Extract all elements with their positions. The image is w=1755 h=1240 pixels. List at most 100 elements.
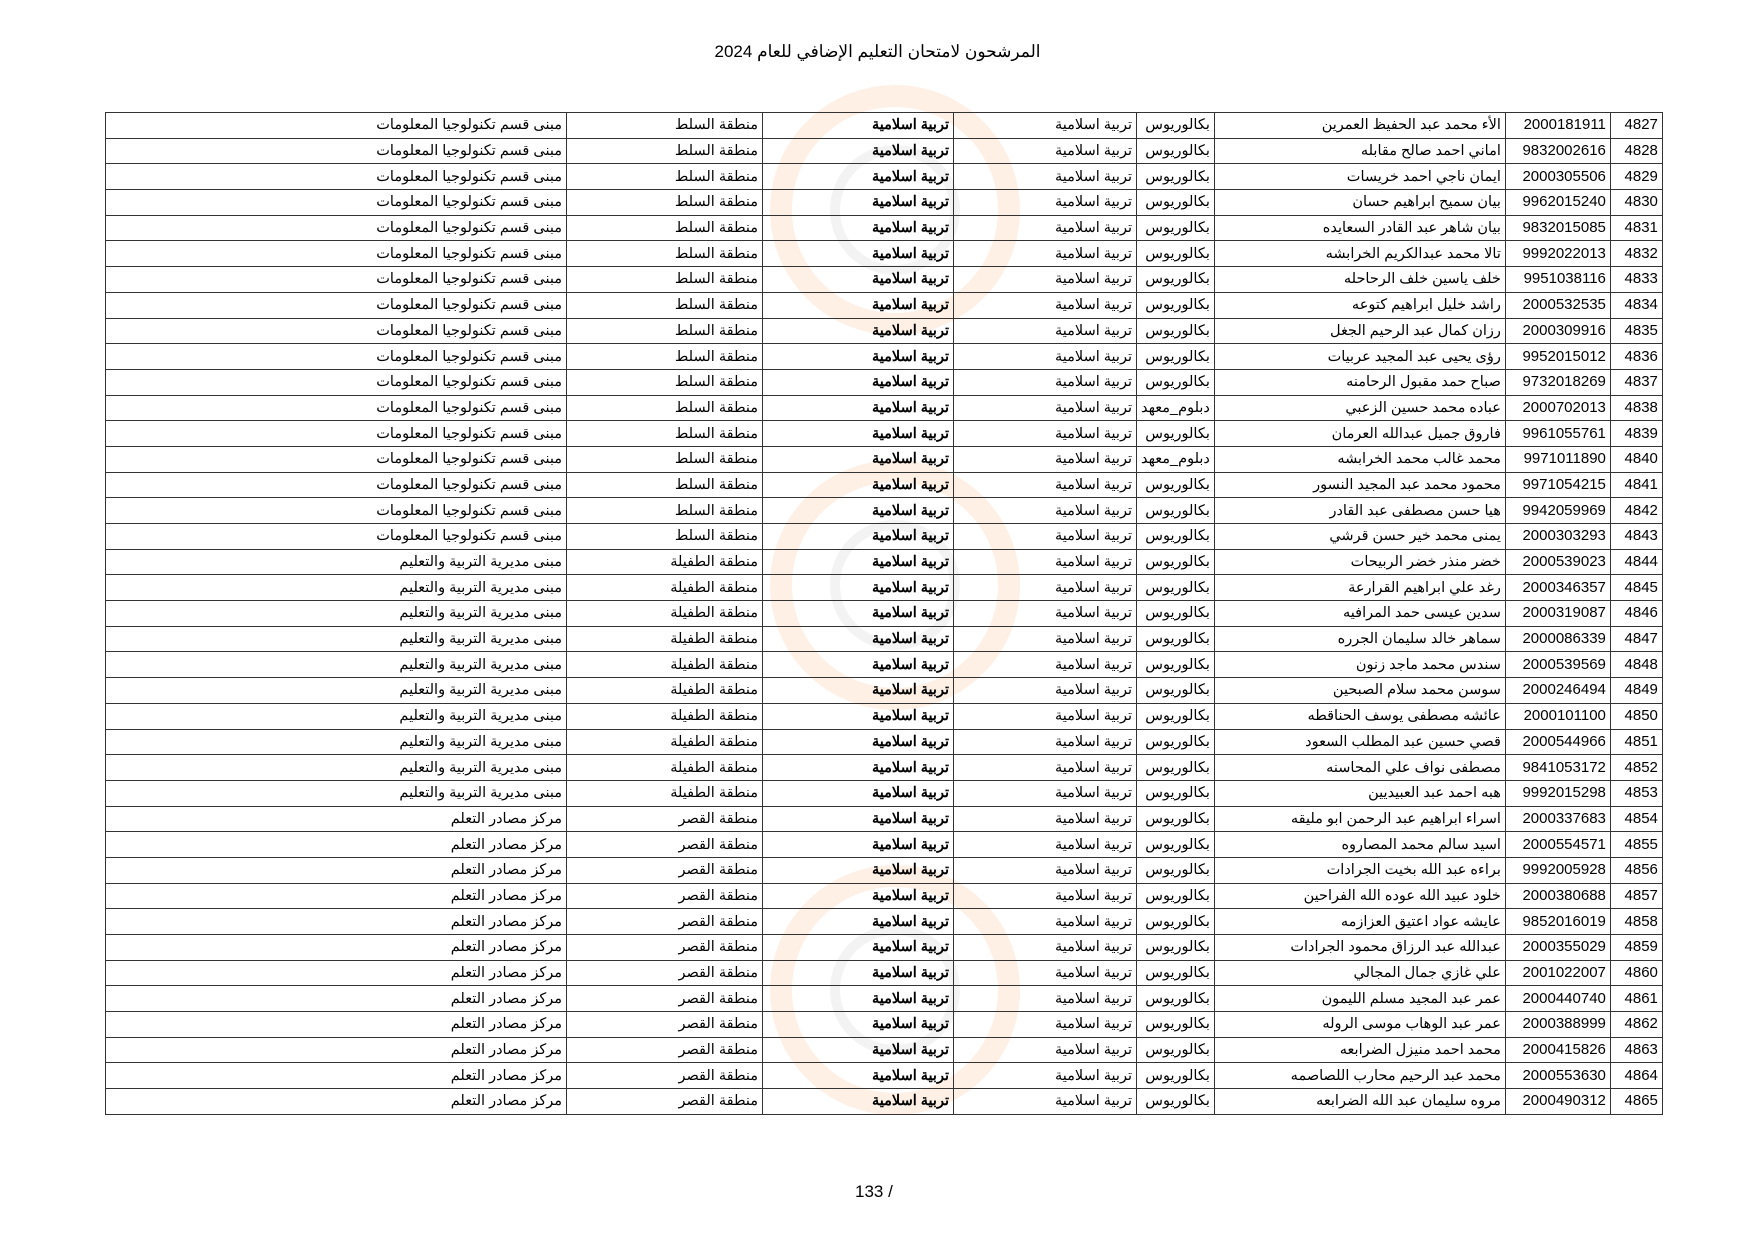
- specialization-cell: تربية اسلامية: [953, 677, 1137, 704]
- table-row: 4851 2000544966 قصي حسين عبد المطلب السعود…: [105, 728, 1663, 756]
- name-cell: براءه عبد الله بخيت الجرادات: [1213, 856, 1506, 884]
- exam-center-cell: مركز مصادر التعلم: [105, 805, 567, 833]
- national-id-cell: 9961055761: [1504, 420, 1611, 447]
- region-cell: منطقة القصر: [566, 882, 763, 910]
- sequence-cell: 4845: [1609, 574, 1663, 602]
- specialization-cell: تربية اسلامية: [953, 471, 1137, 499]
- exam-center-cell: مبنى قسم تكنولوجيا المعلومات: [105, 266, 567, 293]
- specialization-cell: تربية اسلامية: [953, 779, 1137, 807]
- degree-cell: بكالوريوس: [1136, 266, 1215, 293]
- table-row: 4849 2000246494 سوسن محمد سلام الصبحين بكال…: [105, 677, 1663, 704]
- table-row: 4842 9942059969 هيا حسن مصطفى عبد القادر بك…: [105, 497, 1663, 524]
- table-row: 4844 2000539023 خضر منذر خضر الربيحات بكالو…: [105, 548, 1663, 576]
- exam-subject-cell: تربية اسلامية: [762, 985, 954, 1013]
- sequence-cell: 4829: [1609, 163, 1663, 191]
- national-id-cell: 2000440740: [1504, 985, 1611, 1013]
- degree-cell: بكالوريوس: [1136, 1088, 1215, 1115]
- name-cell: اماني احمد صالح مقابله: [1213, 137, 1506, 165]
- table-row: 4854 2000337683 اسراء ابراهيم عبد الرحمن ا…: [105, 805, 1663, 833]
- specialization-cell: تربية اسلامية: [953, 1011, 1137, 1038]
- specialization-cell: تربية اسلامية: [953, 882, 1137, 910]
- exam-center-cell: مبنى قسم تكنولوجيا المعلومات: [105, 317, 567, 345]
- specialization-cell: تربية اسلامية: [953, 651, 1137, 679]
- specialization-cell: تربية اسلامية: [953, 163, 1137, 191]
- name-cell: سماهر خالد سليمان الجرره: [1213, 625, 1506, 653]
- exam-center-cell: مبنى قسم تكنولوجيا المعلومات: [105, 471, 567, 499]
- degree-cell: بكالوريوس: [1136, 343, 1215, 370]
- sequence-cell: 4864: [1609, 1062, 1663, 1090]
- table-row: 4862 2000388999 عمر عبد الوهاب موسى الروله…: [105, 1011, 1663, 1038]
- degree-cell: بكالوريوس: [1136, 677, 1215, 704]
- national-id-cell: 2000553630: [1504, 1062, 1611, 1090]
- sequence-cell: 4853: [1609, 779, 1663, 807]
- exam-center-cell: مركز مصادر التعلم: [105, 856, 567, 884]
- sequence-cell: 4863: [1609, 1036, 1663, 1064]
- table-row: 4839 9961055761 فاروق جميل عبدالله العرمان…: [105, 420, 1663, 447]
- sequence-cell: 4865: [1609, 1088, 1663, 1115]
- exam-center-cell: مبنى قسم تكنولوجيا المعلومات: [105, 214, 567, 242]
- national-id-cell: 2000532535: [1504, 291, 1611, 319]
- national-id-cell: 2000388999: [1504, 1011, 1611, 1038]
- exam-subject-cell: تربية اسلامية: [762, 214, 954, 242]
- region-cell: منطقة الطفيلة: [566, 728, 763, 756]
- table-row: 4853 9992015298 هبه احمد عبد العبيديين بكال…: [105, 779, 1663, 807]
- sequence-cell: 4830: [1609, 189, 1663, 216]
- region-cell: منطقة السلط: [566, 497, 763, 524]
- specialization-cell: تربية اسلامية: [953, 574, 1137, 602]
- name-cell: اسيد سالم محمد المصاروه: [1213, 831, 1506, 858]
- degree-cell: بكالوريوس: [1136, 754, 1215, 781]
- sequence-cell: 4852: [1609, 754, 1663, 781]
- national-id-cell: 2000337683: [1504, 805, 1611, 833]
- sequence-cell: 4831: [1609, 214, 1663, 242]
- name-cell: عمر عبد الوهاب موسى الروله: [1213, 1011, 1506, 1038]
- exam-subject-cell: تربية اسلامية: [762, 600, 954, 627]
- degree-cell: بكالوريوس: [1136, 163, 1215, 191]
- table-row: 4850 2000101100 عائشه مصطفى يوسف الحناقطه ب…: [105, 702, 1663, 730]
- national-id-cell: 9832015085: [1504, 214, 1611, 242]
- name-cell: عمر عبد المجيد مسلم الليمون: [1213, 985, 1506, 1013]
- name-cell: يمنى محمد خير حسن قرشي: [1213, 523, 1506, 550]
- region-cell: منطقة القصر: [566, 934, 763, 961]
- region-cell: منطقة الطفيلة: [566, 779, 763, 807]
- national-id-cell: 2000544966: [1504, 728, 1611, 756]
- exam-center-cell: مركز مصادر التعلم: [105, 1088, 567, 1115]
- national-id-cell: 9841053172: [1504, 754, 1611, 781]
- degree-cell: بكالوريوس: [1136, 908, 1215, 935]
- degree-cell: بكالوريوس: [1136, 214, 1215, 242]
- region-cell: منطقة السلط: [566, 368, 763, 396]
- exam-center-cell: مركز مصادر التعلم: [105, 1011, 567, 1038]
- name-cell: محمود محمد عبد المجيد النسور: [1213, 471, 1506, 499]
- national-id-cell: 2000490312: [1504, 1088, 1611, 1115]
- table-row: 4863 2000415826 محمد احمد منيزل الضرابعه بك…: [105, 1036, 1663, 1064]
- region-cell: منطقة القصر: [566, 805, 763, 833]
- table-row: 4828 9832002616 اماني احمد صالح مقابله بكال…: [105, 137, 1663, 165]
- national-id-cell: 2000380688: [1504, 882, 1611, 910]
- degree-cell: بكالوريوس: [1136, 779, 1215, 807]
- exam-subject-cell: تربية اسلامية: [762, 497, 954, 524]
- exam-subject-cell: تربية اسلامية: [762, 163, 954, 191]
- sequence-cell: 4859: [1609, 934, 1663, 961]
- name-cell: قصي حسين عبد المطلب السعود: [1213, 728, 1506, 756]
- degree-cell: بكالوريوس: [1136, 137, 1215, 165]
- exam-center-cell: مبنى قسم تكنولوجيا المعلومات: [105, 420, 567, 447]
- degree-cell: بكالوريوس: [1136, 1062, 1215, 1090]
- sequence-cell: 4861: [1609, 985, 1663, 1013]
- national-id-cell: 2000319087: [1504, 600, 1611, 627]
- national-id-cell: 2000181911: [1504, 112, 1611, 139]
- degree-cell: بكالوريوس: [1136, 548, 1215, 576]
- specialization-cell: تربية اسلامية: [953, 1036, 1137, 1064]
- specialization-cell: تربية اسلامية: [953, 343, 1137, 370]
- name-cell: خلود عبيد الله عوده الله الفراحين: [1213, 882, 1506, 910]
- name-cell: عائشه مصطفى يوسف الحناقطه: [1213, 702, 1506, 730]
- name-cell: عايشه عواد اعتيق العزازمه: [1213, 908, 1506, 935]
- degree-cell: بكالوريوس: [1136, 882, 1215, 910]
- specialization-cell: تربية اسلامية: [953, 317, 1137, 345]
- name-cell: سوسن محمد سلام الصبحين: [1213, 677, 1506, 704]
- sequence-cell: 4836: [1609, 343, 1663, 370]
- region-cell: منطقة القصر: [566, 1088, 763, 1115]
- degree-cell: دبلوم_معهد: [1136, 445, 1215, 473]
- region-cell: منطقة الطفيلة: [566, 702, 763, 730]
- specialization-cell: تربية اسلامية: [953, 831, 1137, 858]
- table-row: 4833 9951038116 خلف ياسين خلف الرحاحله بكال…: [105, 266, 1663, 293]
- specialization-cell: تربية اسلامية: [953, 240, 1137, 268]
